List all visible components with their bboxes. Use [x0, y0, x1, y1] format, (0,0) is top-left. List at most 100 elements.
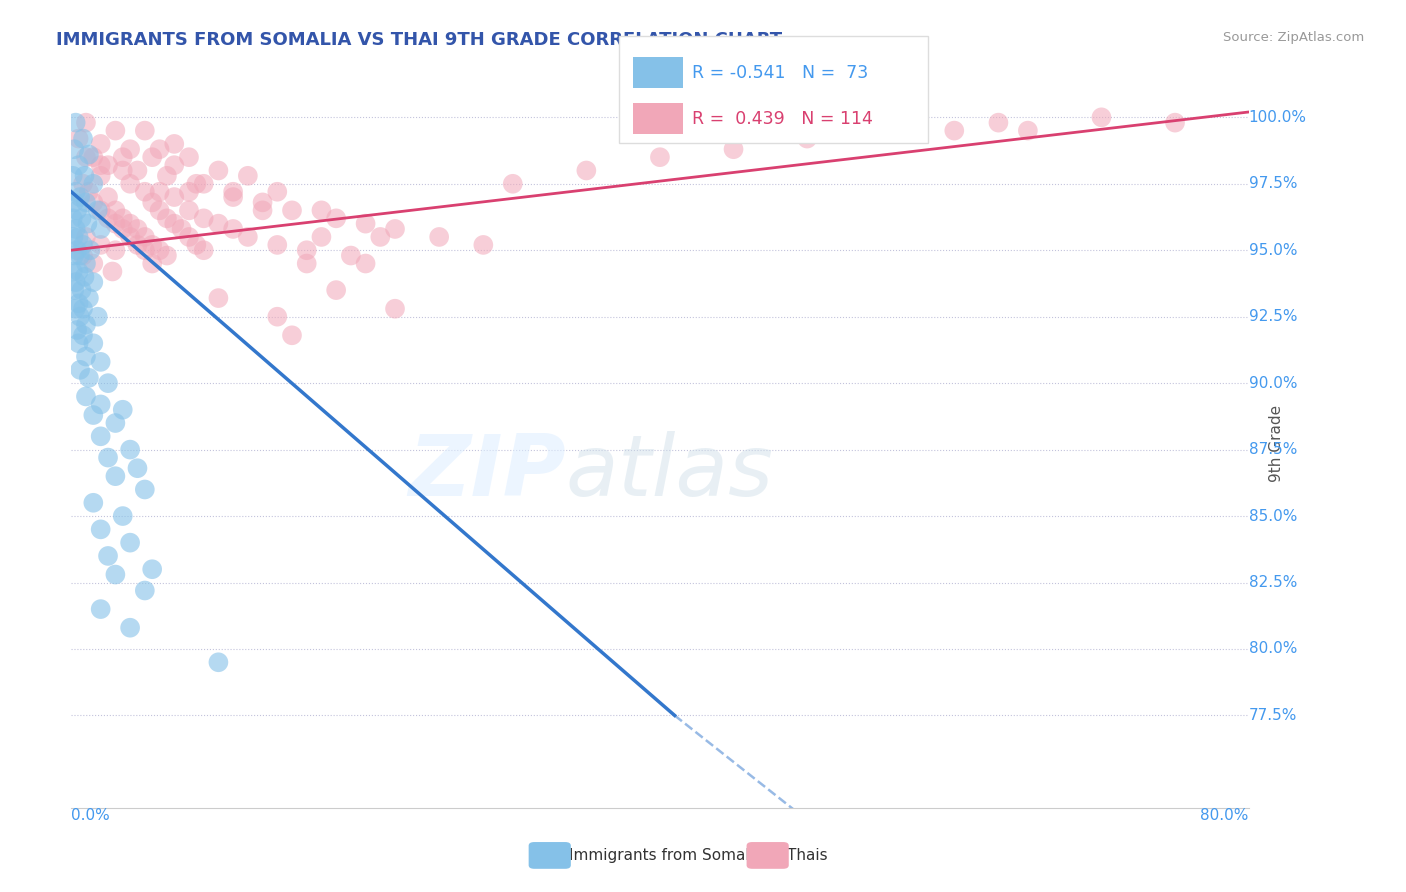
Point [67, 131, 90, 145]
Point [141, 562, 163, 576]
Text: 80.0%: 80.0% [1249, 641, 1296, 657]
Point [186, 238, 208, 252]
Point [104, 416, 127, 430]
Point [796, 131, 818, 145]
Text: R =  0.439   N = 114: R = 0.439 N = 114 [692, 110, 873, 128]
Point [66, 203, 89, 218]
Point [75, 256, 97, 270]
Point [82, 275, 104, 289]
Point [207, 163, 229, 178]
Text: 80.0%: 80.0% [1201, 808, 1249, 823]
Point [427, 230, 450, 244]
Point [163, 158, 186, 172]
Point [97, 450, 120, 465]
Point [340, 248, 363, 262]
Point [384, 222, 406, 236]
Point [120, 621, 142, 635]
Point [90, 222, 112, 236]
Point [120, 230, 142, 244]
Point [1164, 115, 1187, 129]
Point [90, 136, 112, 151]
Point [111, 163, 134, 178]
Point [148, 185, 170, 199]
Text: 92.5%: 92.5% [1249, 310, 1298, 324]
Point [207, 217, 229, 231]
Point [62, 211, 84, 226]
Point [134, 244, 156, 258]
Point [67, 230, 90, 244]
Point [502, 177, 524, 191]
Point [120, 535, 142, 549]
Point [104, 203, 127, 218]
Point [82, 195, 104, 210]
Point [311, 203, 333, 218]
Point [987, 115, 1010, 129]
Point [120, 217, 142, 231]
Point [236, 230, 259, 244]
Point [177, 203, 200, 218]
Point [186, 177, 208, 191]
Point [111, 509, 134, 524]
Point [72, 301, 94, 316]
Point [62, 264, 84, 278]
Point [66, 244, 89, 258]
Point [65, 275, 87, 289]
Point [281, 328, 304, 343]
Point [141, 238, 163, 252]
Point [111, 150, 134, 164]
Point [222, 190, 245, 204]
Point [73, 269, 96, 284]
Point [141, 150, 163, 164]
Point [69, 248, 91, 262]
Text: R = -0.541   N =  73: R = -0.541 N = 73 [692, 63, 868, 81]
Point [77, 185, 100, 199]
Point [72, 328, 94, 343]
Point [104, 567, 127, 582]
Point [156, 211, 179, 226]
Point [193, 244, 215, 258]
Point [62, 169, 84, 183]
Point [266, 185, 288, 199]
Point [65, 301, 87, 316]
Point [97, 190, 120, 204]
Point [311, 230, 333, 244]
Point [134, 123, 156, 137]
Point [156, 169, 179, 183]
Text: 100.0%: 100.0% [1249, 110, 1306, 125]
Point [67, 296, 90, 310]
Point [111, 402, 134, 417]
Point [193, 177, 215, 191]
Point [63, 195, 86, 210]
Point [79, 244, 101, 258]
Point [141, 256, 163, 270]
Point [134, 583, 156, 598]
Point [67, 158, 90, 172]
Point [120, 177, 142, 191]
Point [65, 185, 87, 199]
Point [120, 442, 142, 457]
Point [104, 244, 127, 258]
Point [62, 230, 84, 244]
Point [82, 496, 104, 510]
Point [163, 217, 186, 231]
Point [75, 230, 97, 244]
Point [69, 310, 91, 324]
Point [90, 169, 112, 183]
Point [1090, 111, 1112, 125]
Point [97, 211, 120, 226]
Point [90, 602, 112, 616]
Point [177, 185, 200, 199]
Point [207, 291, 229, 305]
Point [90, 158, 112, 172]
Text: 85.0%: 85.0% [1249, 508, 1296, 524]
Point [148, 244, 170, 258]
Point [134, 185, 156, 199]
Point [90, 203, 112, 218]
Point [141, 195, 163, 210]
Point [82, 150, 104, 164]
Point [82, 177, 104, 191]
Point [266, 238, 288, 252]
Point [1017, 123, 1039, 137]
Point [163, 136, 186, 151]
Point [77, 291, 100, 305]
